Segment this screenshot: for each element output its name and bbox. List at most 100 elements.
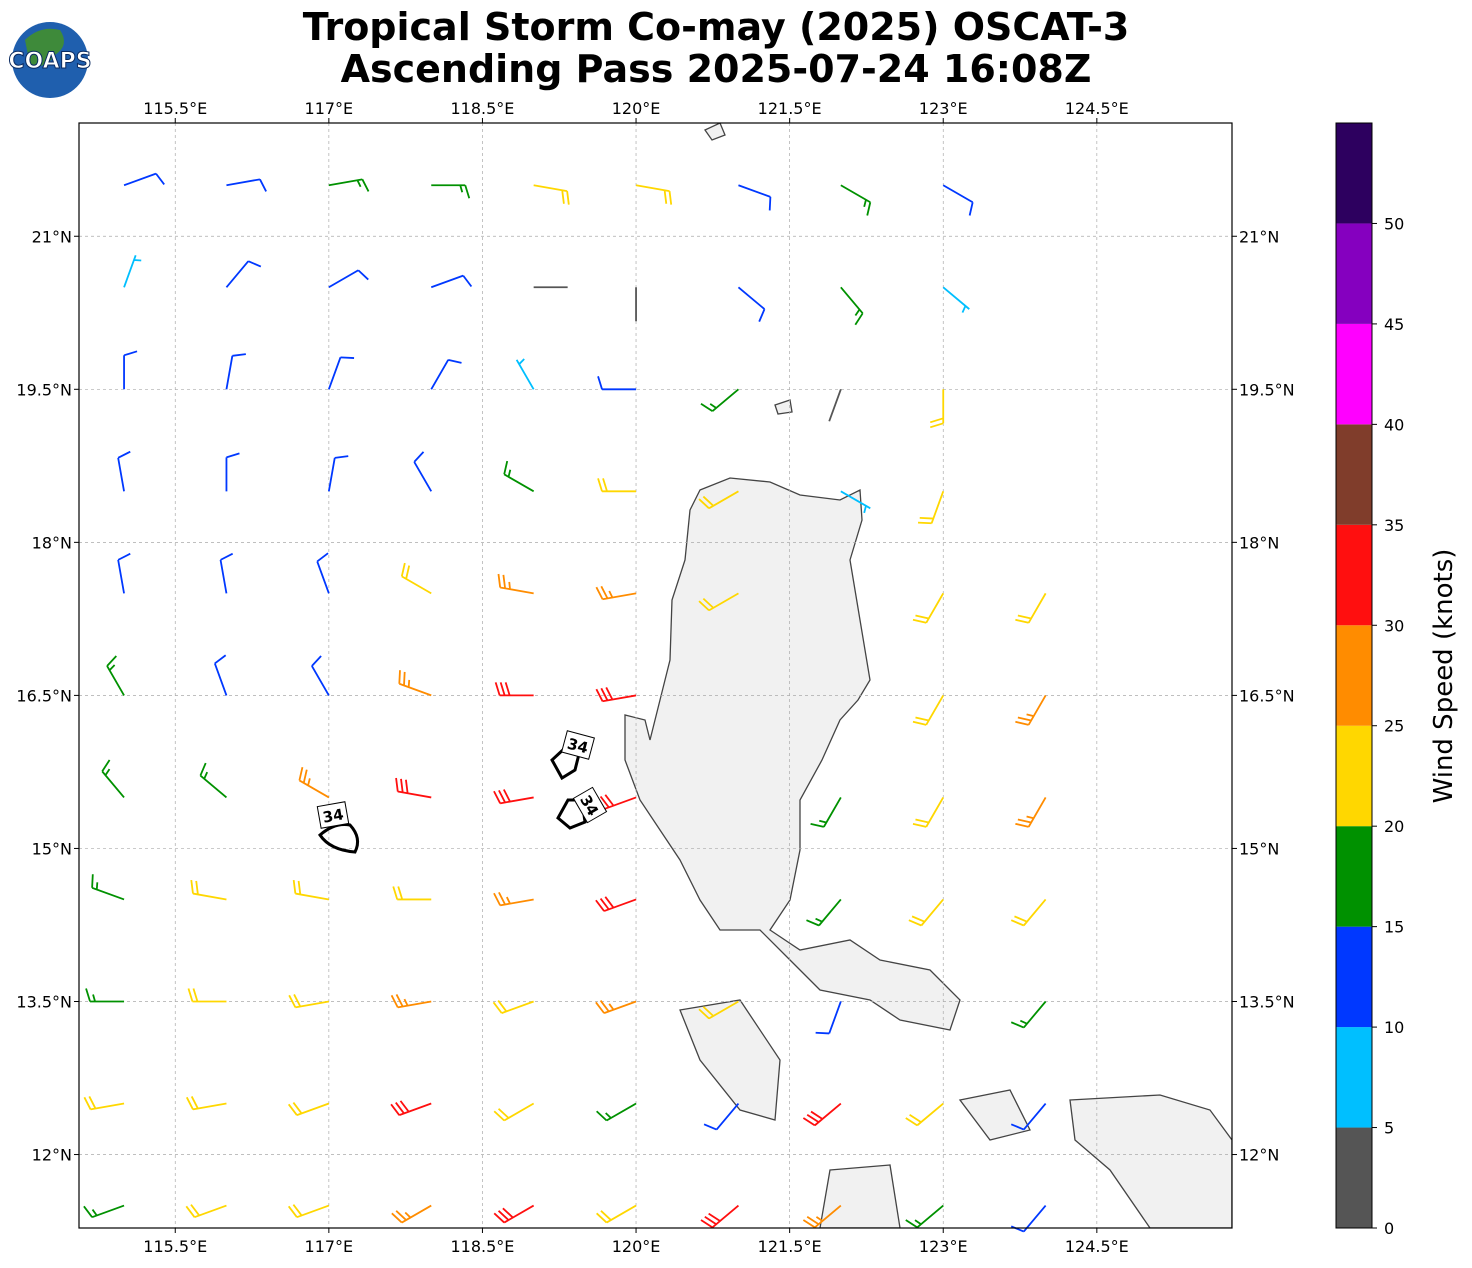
- colorbar-segment: [1336, 625, 1372, 726]
- batanes: [774, 399, 793, 415]
- wind-barb: [1015, 796, 1047, 828]
- y-tick-label: 19.5°N: [16, 380, 72, 399]
- wind-barb: [840, 490, 871, 514]
- land: [624, 123, 1232, 1228]
- wind-barb: [515, 358, 535, 390]
- colorbar: 0 5 10 15 20 25 30 35 40 45 50: [1335, 122, 1404, 1238]
- y-tick-label: 12°N: [1239, 1146, 1279, 1165]
- colorbar-tick-label: 10: [1384, 1018, 1404, 1037]
- wind-barb: [287, 1204, 330, 1219]
- wind-barb: [398, 670, 432, 697]
- wind-barb: [392, 886, 432, 901]
- wind-barb: [1010, 898, 1047, 927]
- x-tick-label: 118.5°E: [450, 99, 514, 118]
- colorbar-segment: [1336, 424, 1372, 525]
- colorbar-segment: [1336, 524, 1372, 626]
- wind-barb: [1010, 1102, 1047, 1131]
- colorbar-tick-label: 45: [1384, 315, 1404, 334]
- wind-barb: [737, 286, 766, 323]
- wind-barb: [390, 994, 432, 1009]
- wind-barb: [493, 891, 534, 907]
- wind-barb: [187, 988, 227, 1003]
- wind-barb: [123, 255, 142, 288]
- wind-barb: [328, 356, 355, 390]
- wind-barb: [815, 1001, 842, 1035]
- colorbar-frame: [1335, 122, 1373, 1229]
- contour-34kt: [318, 823, 360, 854]
- wind-barb: [185, 1204, 227, 1219]
- colorbar-tick-label: 0: [1384, 1219, 1394, 1238]
- plot: [79, 123, 1232, 1233]
- wind-barb: [225, 452, 240, 492]
- wind-barb: [123, 350, 138, 390]
- wind-barb: [219, 552, 234, 594]
- wind-barb: [413, 451, 433, 492]
- wind-barb: [929, 389, 945, 429]
- label-box: [561, 730, 595, 760]
- x-tick-label: 124.5°E: [1065, 1237, 1129, 1256]
- x-tick-label: 124.5°E: [1065, 99, 1129, 118]
- colorbar-tick-label: 40: [1384, 415, 1404, 434]
- x-tick-label: 117°E: [305, 1237, 354, 1256]
- wind-barb: [596, 1102, 637, 1122]
- wind-barb: [493, 1204, 535, 1224]
- wind-barb: [328, 178, 370, 192]
- wind-barb: [430, 274, 473, 289]
- y-tick-label: 13.5°N: [16, 992, 72, 1011]
- wind-barb: [942, 286, 970, 313]
- masbate: [958, 1089, 1031, 1141]
- wind-barb: [810, 796, 842, 828]
- wind-barb: [703, 1102, 740, 1131]
- x-tick-label: 120°E: [612, 99, 661, 118]
- wind-barb: [700, 1204, 740, 1229]
- wind-barb: [327, 455, 349, 492]
- contour-label: 34: [316, 801, 350, 829]
- wind-barb: [288, 994, 330, 1009]
- wind-barb: [1015, 694, 1047, 726]
- label-box: [316, 801, 350, 829]
- wind-barb: [595, 687, 637, 703]
- colorbar-segment: [1336, 725, 1372, 827]
- panay: [819, 1164, 901, 1228]
- wind-barb: [840, 286, 864, 326]
- colorbar-tick-label: 25: [1384, 717, 1404, 736]
- colorbar-segment: [1336, 926, 1372, 1028]
- wind-barb: [225, 260, 262, 288]
- colorbar-label: Wind Speed (knots): [1429, 549, 1459, 804]
- wind-barb: [83, 1204, 125, 1219]
- contour-label: 34: [572, 786, 608, 824]
- wind-barb: [840, 184, 872, 216]
- contours: [318, 746, 587, 854]
- y-tick-label: 12°N: [32, 1146, 72, 1165]
- colorbar-tick-label: 20: [1384, 817, 1404, 836]
- wind-barb: [493, 1102, 535, 1122]
- label-box: [572, 786, 608, 824]
- wind-barb: [117, 552, 131, 594]
- x-tick-label: 120°E: [612, 1237, 661, 1256]
- wind-barb: [106, 655, 125, 696]
- logo-text: COAPS: [8, 49, 91, 74]
- wind-barb: [117, 450, 131, 492]
- wind-barb: [905, 1204, 944, 1229]
- wind-barb: [431, 184, 471, 199]
- wind-barb: [493, 789, 534, 805]
- logo: COAPS: [8, 22, 92, 98]
- wind-barb: [912, 694, 945, 726]
- wind-barb: [430, 358, 462, 390]
- wind-barb: [298, 766, 330, 799]
- samar: [1069, 1094, 1232, 1228]
- y-tick-label: 15°N: [32, 839, 72, 858]
- wind-barb: [596, 1204, 637, 1224]
- wind-barb: [190, 879, 227, 901]
- wind-barb: [917, 491, 945, 525]
- wind-barb: [316, 552, 330, 594]
- wind-barb: [497, 573, 534, 595]
- colorbar-tick-label: 30: [1384, 616, 1404, 635]
- wind-barb: [225, 353, 246, 390]
- wind-barb: [912, 796, 945, 828]
- logo-land: [25, 28, 64, 67]
- wind-barb: [595, 585, 637, 601]
- wind-barb: [1015, 592, 1047, 624]
- wind-barb: [1010, 1204, 1047, 1233]
